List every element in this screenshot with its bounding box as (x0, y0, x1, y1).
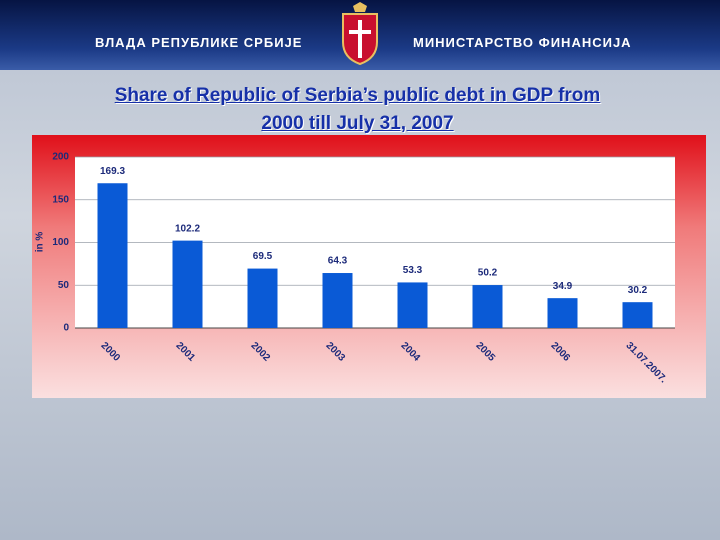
y-tick-label: 50 (58, 280, 70, 291)
header-band: ВЛАДА РЕПУБЛИКЕ СРБИЈЕ МИНИСТАРСТВО ФИНА… (0, 0, 720, 70)
y-axis-label: in % (35, 232, 46, 253)
slide-title: Share of Republic of Serbia’s public deb… (114, 85, 601, 134)
bar (622, 302, 653, 328)
data-label: 30.2 (628, 285, 648, 296)
data-label: 53.3 (403, 265, 423, 276)
bar (97, 183, 128, 328)
bar (547, 298, 578, 328)
data-label: 64.3 (328, 256, 348, 267)
bar (397, 282, 428, 328)
header-left: ВЛАДА РЕПУБЛИКЕ СРБИЈЕ (95, 35, 303, 50)
y-tick-label: 0 (63, 323, 69, 334)
bar (322, 273, 353, 328)
data-label: 50.2 (478, 268, 498, 279)
data-label: 169.3 (100, 166, 125, 177)
emblem (342, 2, 378, 66)
bar (247, 268, 278, 328)
y-tick-label: 100 (52, 237, 69, 248)
data-label: 34.9 (553, 281, 573, 292)
data-label: 69.5 (253, 251, 273, 262)
y-tick-label: 200 (52, 152, 69, 163)
header-right: МИНИСТАРСТВО ФИНАНСИЈА (413, 35, 632, 50)
bar (472, 285, 503, 328)
bar (172, 240, 203, 328)
data-label: 102.2 (175, 223, 200, 234)
y-tick-label: 150 (52, 194, 69, 205)
